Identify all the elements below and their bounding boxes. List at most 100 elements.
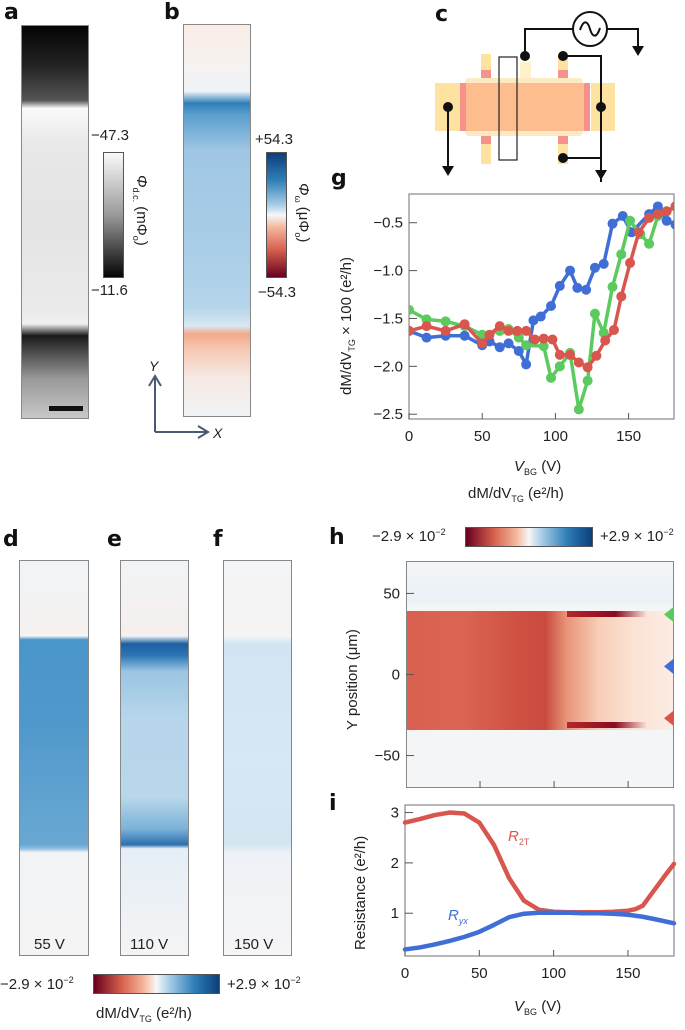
data-point-blue: [572, 282, 583, 293]
data-point-green: [616, 249, 627, 260]
data-point-blue: [598, 258, 609, 269]
device-schematic: [435, 11, 644, 182]
scale-bar: [49, 406, 83, 411]
chart-h-ytick-label: 0: [392, 667, 400, 684]
heatmap-h-band: [407, 611, 673, 730]
data-point-red: [494, 321, 505, 332]
data-point-red: [421, 321, 432, 332]
data-point-green: [607, 281, 618, 292]
data-point-green: [477, 329, 488, 340]
series-line-R2T: [402, 810, 677, 915]
def-colorbar: [93, 974, 220, 994]
heatmap-h-edge-bottom: [567, 722, 647, 728]
panel-label-f: f: [213, 527, 223, 552]
data-point-green: [644, 238, 655, 249]
chart-g-ytick-label: −2.5: [373, 406, 403, 423]
series-label-ryx-main: R: [448, 907, 459, 924]
ground-arrow-icon: [632, 46, 644, 56]
data-point-blue: [521, 359, 532, 370]
data-point-red: [625, 257, 636, 268]
panel-label-g: g: [331, 166, 347, 191]
data-point-red: [554, 349, 565, 360]
chart-i-ytick-label: 3: [391, 805, 399, 822]
data-point-red: [633, 227, 644, 238]
panel-f-image: [223, 560, 292, 956]
def-colorbar-title-sub: TG: [139, 1014, 152, 1024]
def-colorbar-min-mant: −2.9 × 10: [0, 976, 64, 993]
data-point-red: [538, 333, 549, 344]
data-point-red: [503, 325, 514, 336]
colorbar-b-max: +54.3: [255, 131, 293, 148]
h-colorbar-max: +2.9 × 10−2: [600, 527, 674, 545]
def-colorbar-title-pre: dM/dV: [96, 1005, 140, 1022]
data-point-red: [644, 212, 655, 223]
data-point-red: [591, 350, 602, 361]
series-label-ryx-sub: yx: [458, 916, 468, 926]
axis-label-y: Y: [149, 358, 159, 374]
data-point-blue: [617, 211, 628, 222]
top-gate: [498, 56, 518, 161]
chart-g-ytick-label: −1.0: [373, 263, 403, 280]
chart-g-xtick-label: 0: [405, 428, 413, 445]
position-marker-icon: [664, 606, 674, 623]
colorbar-a: [103, 152, 124, 278]
colorbar-a-min: −11.6: [91, 282, 128, 299]
data-point-red: [512, 325, 523, 336]
data-point-red: [652, 209, 663, 220]
data-point-green: [573, 404, 584, 415]
data-point-blue: [589, 262, 600, 273]
chart-g-xlabel-main: V: [514, 458, 525, 475]
data-point-blue: [528, 315, 539, 326]
chart-i-xlabel-unit: (V): [537, 998, 562, 1015]
data-point-blue: [459, 330, 470, 341]
data-point-red: [477, 338, 488, 349]
chart-g-plot-area: [409, 201, 674, 415]
colorbar-b: [266, 152, 287, 278]
chart-i-ytick-label: 2: [391, 855, 399, 872]
position-marker-icon: [664, 710, 674, 727]
data-point-red: [409, 325, 414, 336]
xy-axes-icon: [148, 374, 210, 439]
data-point-blue: [513, 346, 524, 357]
h-colorbar: [465, 527, 593, 547]
data-point-green: [440, 316, 451, 327]
data-point-blue: [607, 218, 618, 229]
data-point-red: [573, 357, 584, 368]
chart-i-xtick-label: 50: [471, 965, 488, 982]
panel-f-voltage: 150 V: [234, 936, 274, 953]
data-point-red: [661, 206, 672, 217]
data-point-green: [546, 372, 557, 383]
data-point-green: [598, 327, 609, 338]
panel-e-image: [120, 560, 189, 956]
data-point-blue: [535, 311, 546, 322]
h-colorbar-title-sub: TG: [511, 494, 524, 504]
panel-d-image: [19, 560, 89, 956]
h-colorbar-max-exp: −2: [663, 527, 674, 537]
series-line-Ryx: [402, 910, 677, 952]
data-point-red: [440, 325, 451, 336]
data-point-blue: [554, 280, 565, 291]
data-point-green: [625, 215, 636, 226]
data-point-red: [529, 334, 540, 345]
data-point-red: [484, 329, 495, 340]
axis-label-x: X: [213, 425, 223, 441]
device-body: [460, 83, 590, 131]
data-point-blue: [670, 219, 674, 230]
panel-label-i: i: [329, 791, 337, 816]
h-colorbar-max-mant: +2.9 × 10: [600, 528, 664, 545]
def-colorbar-max-mant: +2.9 × 10: [227, 976, 291, 993]
heatmap-h: [406, 561, 674, 788]
data-point-blue: [565, 265, 576, 276]
chart-i-ytick-label: 1: [391, 905, 399, 922]
chart-i-xlabel: VBG (V): [514, 998, 561, 1017]
data-point-green: [582, 375, 593, 386]
chart-g-xlabel: VBG (V): [514, 458, 561, 477]
def-colorbar-min-exp: −2: [63, 975, 74, 985]
chart-i-xlabel-main: V: [514, 998, 525, 1015]
h-colorbar-title-post: (e²/h): [523, 485, 564, 502]
chart-i-xtick-label: 0: [401, 965, 409, 982]
data-point-red: [547, 334, 558, 345]
chart-h-ytick-label: 50: [383, 585, 400, 602]
